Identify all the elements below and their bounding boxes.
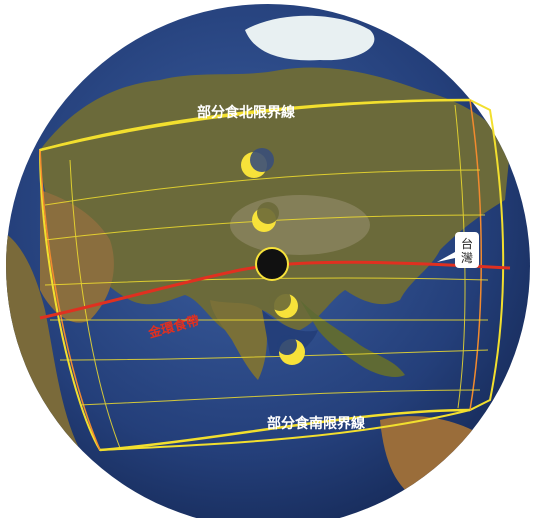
partial-eclipse-crescent-icon [241,148,274,178]
taiwan-label-line1: 台 [461,236,473,251]
bay-of-bengal [262,310,318,357]
partial-eclipse-crescent-icon [252,202,279,232]
taiwan-label-box [455,232,479,268]
zone-right-edge [469,99,482,411]
partial-eclipse-crescent-icon [269,289,298,318]
grid-lines [44,104,489,449]
northern-limit-label: 部分食北限界線 [197,104,295,121]
himalaya-region [230,195,370,255]
total-eclipse-dot-icon [255,247,289,281]
arabia-landmass [40,190,114,323]
partial-eclipse-crescent-icon [277,335,305,365]
annular-path-line [39,260,511,320]
arctic-ice [245,15,375,61]
taiwan-pointer [437,252,455,262]
southern-limit-line [99,408,471,452]
taiwan-label-line2: 灣 [461,251,473,265]
zone-left-edge [39,149,101,451]
northern-limit-line [39,98,471,152]
southern-limit-label: 部分食南限界線 [267,415,365,432]
southeast-asia-landmass [300,300,405,377]
